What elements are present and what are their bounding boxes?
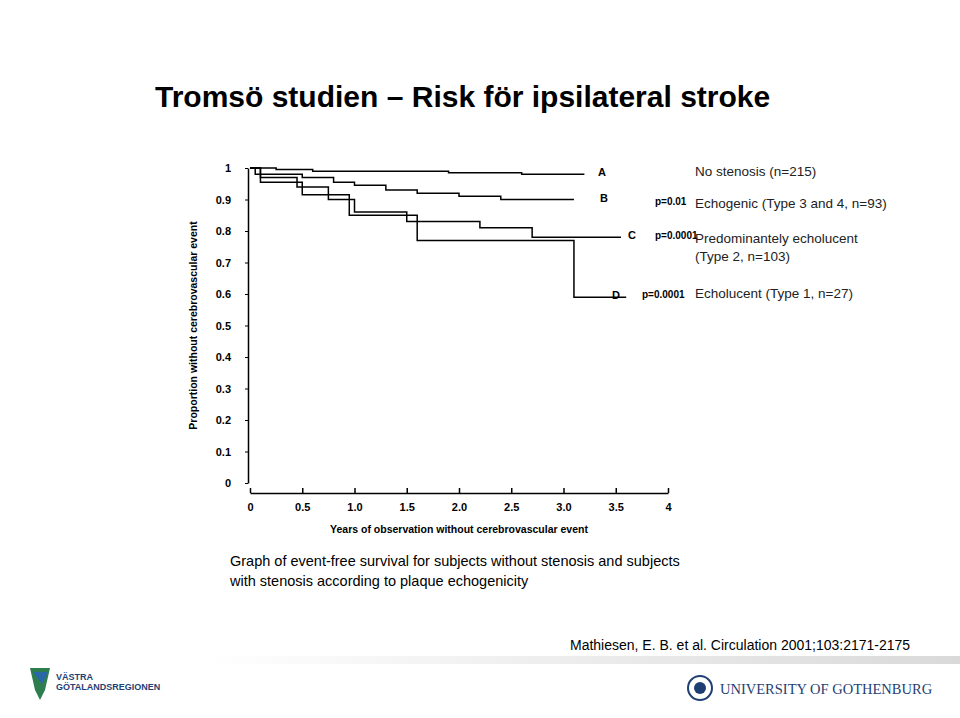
x-tick-label: 4 (665, 501, 672, 513)
x-tick: 3.0 (556, 488, 571, 513)
x-tick-label: 0.5 (295, 501, 310, 513)
x-axis-title: Years of observation without cerebrovasc… (330, 523, 588, 535)
x-tick: 2.0 (452, 488, 467, 513)
y-tick: 0.5 (216, 320, 248, 332)
x-tick-label: 2.5 (504, 501, 519, 513)
y-tick-mark (245, 483, 248, 484)
y-tick-mark (245, 420, 248, 421)
y-tick: 0.6 (216, 288, 248, 300)
x-tick-label: 3.5 (609, 501, 624, 513)
left-logo: VÄSTRAGÖTALANDSREGIONEN (30, 668, 160, 700)
curve-letter: A (598, 166, 606, 178)
x-tick-label: 2.0 (452, 501, 467, 513)
y-tick-label: 0 (225, 477, 231, 489)
x-tick-mark (459, 488, 461, 493)
y-tick-mark (245, 357, 248, 358)
legend-entry: Echogenic (Type 3 and 4, n=93) (695, 196, 887, 211)
source: Mathiesen, E. B. et al. Circulation 2001… (570, 637, 910, 653)
y-tick: 0 (225, 477, 248, 489)
y-tick-label: 0.1 (216, 446, 231, 458)
y-axis-title: Proportion without cerebrovascular event (187, 221, 199, 430)
x-tick-mark (563, 488, 565, 493)
y-tick-mark (245, 326, 248, 327)
x-tick-label: 0 (247, 501, 253, 513)
curve-letter: C (628, 229, 636, 241)
legend-entry: Echolucent (Type 1, n=27) (695, 286, 853, 301)
legend-entry: Predominantely echolucent (695, 231, 858, 246)
legend-entry: (Type 2, n=103) (695, 249, 790, 264)
logo-text: VÄSTRA (56, 672, 94, 682)
curve-labels: A No stenosis (n=215) Bp=0.01 Echogenic (Ty… (598, 164, 887, 301)
title: Tromsö studien – Risk för ipsilateral st… (155, 80, 770, 113)
x-tick-label: 1.0 (347, 501, 362, 513)
y-tick: 0.4 (216, 351, 248, 363)
y-tick-label: 0.9 (216, 194, 231, 206)
right-logo: UNIVERSITY OF GOTHENBURG (688, 676, 933, 700)
y-tick: 0.1 (216, 446, 248, 458)
slide: Tromsö studien – Risk för ipsilateral st… (0, 0, 960, 718)
y-tick: 1 (225, 162, 248, 174)
survival-curve (250, 168, 626, 297)
x-tick-label: 1.5 (400, 501, 415, 513)
curve-letter: B (600, 192, 608, 204)
survival-curve (250, 168, 621, 237)
logo-text: GÖTALANDSREGIONEN (56, 682, 160, 692)
x-axis: 0 0.5 1.0 1.5 2.0 2.5 3.0 3.5 4 (247, 488, 672, 513)
caption: with stenosis according to plaque echoge… (229, 573, 529, 589)
survival-curve (250, 168, 584, 174)
logo-seal (688, 676, 712, 700)
x-tick: 0.5 (295, 488, 310, 513)
x-tick: 1.5 (400, 488, 415, 513)
x-tick-mark (354, 488, 356, 493)
y-tick-mark (245, 389, 248, 390)
y-tick-mark (245, 168, 248, 169)
x-tick: 2.5 (504, 488, 519, 513)
y-tick: 0.3 (216, 383, 248, 395)
y-tick-label: 0.5 (216, 320, 231, 332)
y-tick: 0.9 (216, 194, 248, 206)
plot-area (250, 168, 626, 297)
p-value: p=0.0001 (642, 289, 685, 300)
y-tick: 0.2 (216, 414, 248, 426)
y-tick-mark (245, 231, 248, 232)
x-tick: 4 (665, 488, 672, 513)
logo-seal (694, 682, 706, 694)
y-tick-label: 1 (225, 162, 231, 174)
x-tick-mark (511, 488, 513, 493)
x-tick-mark (407, 488, 409, 493)
logo-text: UNIVERSITY OF GOTHENBURG (720, 681, 933, 697)
y-tick-label: 0.4 (216, 351, 232, 363)
footer-bar (200, 656, 960, 664)
y-tick-mark (245, 452, 248, 453)
y-tick-label: 0.3 (216, 383, 231, 395)
logo-shape (33, 672, 48, 684)
y-axis: 0 0.1 0.2 0.3 0.4 0.5 0.6 0.7 0.8 0.9 1 (216, 162, 249, 489)
y-tick-mark (245, 200, 248, 201)
curve-letter: D (612, 289, 620, 301)
caption: Graph of event-free survival for subject… (230, 553, 680, 569)
y-tick: 0.7 (216, 257, 248, 269)
y-tick-label: 0.6 (216, 288, 231, 300)
y-tick-label: 0.2 (216, 414, 231, 426)
y-tick-label: 0.7 (216, 257, 231, 269)
x-tick: 0 (247, 488, 253, 513)
survival-curve (250, 168, 574, 200)
x-tick-mark (250, 488, 252, 493)
x-tick-mark (668, 488, 670, 493)
x-tick-label: 3.0 (556, 501, 571, 513)
x-tick-mark (616, 488, 618, 493)
p-value: p=0.01 (655, 196, 687, 207)
y-tick: 0.8 (216, 225, 248, 237)
x-tick-mark (302, 488, 304, 493)
y-tick-label: 0.8 (216, 225, 231, 237)
x-tick: 1.0 (347, 488, 362, 513)
y-tick-mark (245, 263, 248, 264)
x-tick: 3.5 (609, 488, 624, 513)
p-value: p=0.0001 (655, 230, 698, 241)
logo-shape (30, 668, 50, 700)
legend-entry: No stenosis (n=215) (695, 164, 816, 179)
y-tick-mark (245, 294, 248, 295)
